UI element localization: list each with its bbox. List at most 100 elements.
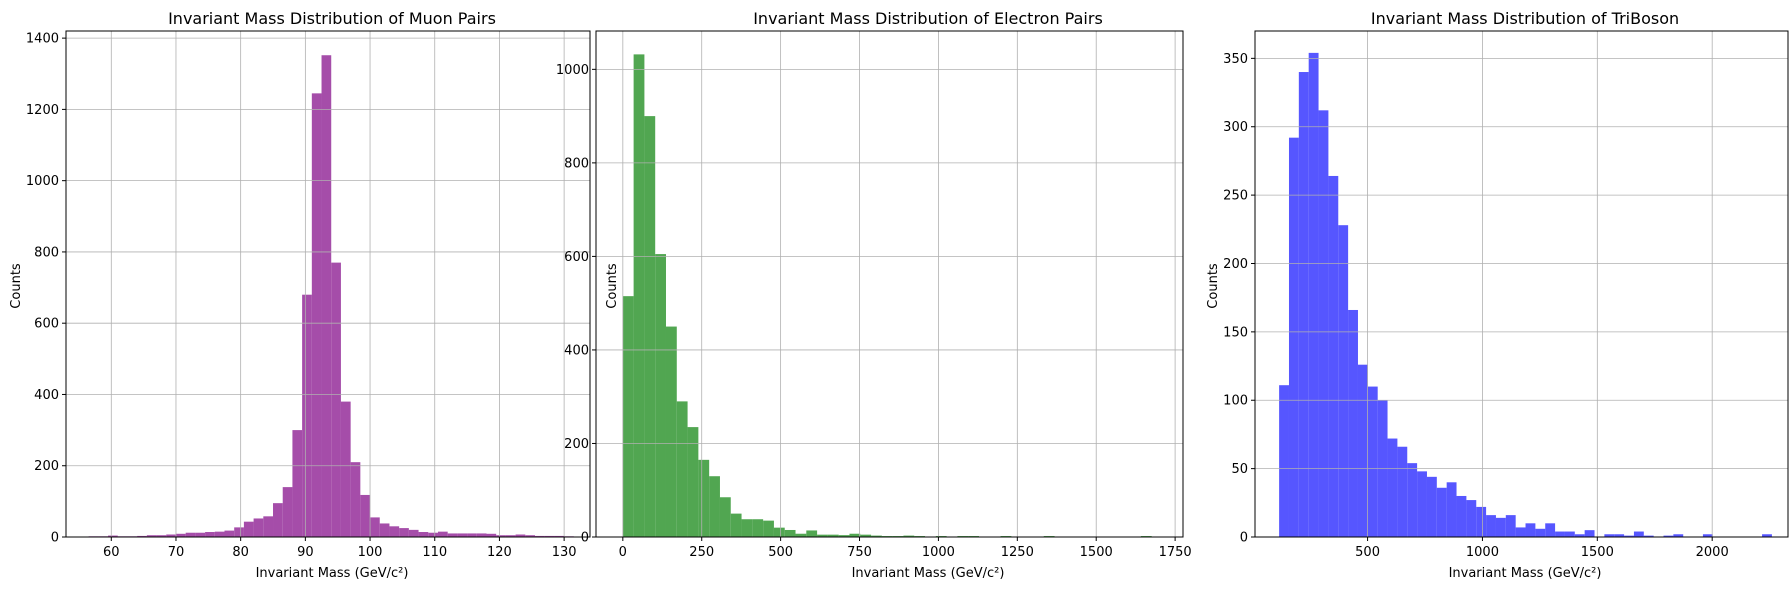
y-tick-label: 50 xyxy=(1231,462,1248,477)
histogram-bar xyxy=(1456,495,1467,537)
y-tick-label: 200 xyxy=(34,459,59,474)
x-tick-label: 500 xyxy=(1355,545,1380,560)
y-tick-label: 250 xyxy=(1223,189,1248,204)
histogram-bar xyxy=(1702,534,1713,537)
histogram-bar xyxy=(838,535,850,537)
histogram-bar xyxy=(1555,531,1565,537)
histogram-bar xyxy=(644,116,656,538)
histogram-bar xyxy=(1643,535,1654,537)
y-tick-label: 100 xyxy=(1223,394,1248,409)
histogram-bar xyxy=(476,533,487,537)
bars xyxy=(88,55,574,538)
histogram-bar xyxy=(676,401,688,537)
histogram-bar xyxy=(185,532,196,537)
histogram-bar xyxy=(156,535,167,537)
histogram-bar xyxy=(282,487,293,537)
x-tick-label: 0 xyxy=(619,545,627,560)
histogram-bar xyxy=(1486,515,1496,537)
x-tick-label: 80 xyxy=(232,545,249,560)
x-tick-label: 2000 xyxy=(1696,545,1729,560)
y-tick-label: 800 xyxy=(564,156,589,171)
panel-electron-pairs: Invariant Mass Distribution of Electron … xyxy=(556,9,1192,581)
panel-triboson: Invariant Mass Distribution of TriBoson … xyxy=(1206,9,1789,581)
histogram-bar xyxy=(292,430,303,537)
x-ticks: 500 1000 1500 2000 xyxy=(1355,537,1729,560)
histogram-bar xyxy=(311,93,322,538)
axes-frame xyxy=(595,30,1184,538)
histogram-bar xyxy=(1417,471,1427,537)
histogram-bar xyxy=(108,535,118,537)
y-tick-label: 600 xyxy=(564,250,589,265)
histogram-bar xyxy=(428,532,438,537)
histogram-bar xyxy=(1328,175,1339,537)
histogram-bar xyxy=(817,534,828,537)
histogram-bar xyxy=(1495,517,1506,537)
histogram-bar xyxy=(1446,482,1457,537)
histogram-bar xyxy=(146,535,157,537)
x-tick-label: 1000 xyxy=(922,545,955,560)
histogram-bar xyxy=(535,535,545,537)
histogram-bar xyxy=(1338,225,1349,537)
histogram-bar xyxy=(350,462,361,537)
histogram-bar xyxy=(1545,523,1556,537)
histogram-bar xyxy=(457,533,468,537)
histogram-bar xyxy=(1348,309,1358,537)
histogram-bar xyxy=(554,535,565,537)
histogram-bar xyxy=(1762,534,1772,537)
panel-muon-pairs: Invariant Mass Distribution of Muon Pair… xyxy=(9,9,591,581)
histogram-bar xyxy=(903,535,915,537)
histogram-bar xyxy=(1387,438,1398,537)
histogram-bar xyxy=(1574,534,1585,537)
histogram-bar xyxy=(1633,531,1644,537)
histogram-bar xyxy=(687,427,699,537)
histogram-bar xyxy=(379,523,390,537)
histogram-bar xyxy=(1614,534,1625,537)
y-tick-label: 150 xyxy=(1223,325,1248,340)
histogram-bar xyxy=(214,531,225,537)
histogram-bar xyxy=(505,535,516,537)
axes-frame xyxy=(65,30,591,538)
histogram-bar xyxy=(389,526,400,537)
chart-title: Invariant Mass Distribution of Electron … xyxy=(753,9,1103,28)
histogram-bar xyxy=(871,535,882,537)
histogram-bar xyxy=(447,533,458,537)
histogram-bar xyxy=(1308,52,1319,537)
x-tick-label: 100 xyxy=(358,545,383,560)
y-ticks: 0 200 400 600 800 1000 1200 1400 xyxy=(26,32,66,546)
histogram-bar xyxy=(340,401,351,537)
y-tick-label: 200 xyxy=(1223,257,1248,272)
histogram-bar xyxy=(234,527,244,537)
histogram-bar xyxy=(175,533,186,537)
chart-title: Invariant Mass Distribution of Muon Pair… xyxy=(168,9,496,28)
histogram-bar xyxy=(370,517,380,537)
histogram-bar xyxy=(515,534,526,537)
histogram-bar xyxy=(719,497,731,537)
histogram-bar xyxy=(795,533,807,537)
histogram-bar xyxy=(709,476,720,537)
y-tick-label: 300 xyxy=(1223,120,1248,135)
x-tick-label: 250 xyxy=(689,545,714,560)
y-tick-label: 1400 xyxy=(26,32,59,47)
histogram-bar xyxy=(525,535,536,537)
histogram-bar xyxy=(655,254,666,537)
histogram-bar xyxy=(784,529,796,537)
histogram-bar xyxy=(253,518,264,537)
histogram-bar xyxy=(1466,500,1477,537)
y-axis-label: Counts xyxy=(1206,263,1221,309)
bars xyxy=(1279,52,1772,538)
histogram-bar xyxy=(1407,463,1418,537)
histogram-bar xyxy=(1357,364,1368,537)
x-tick-label: 500 xyxy=(768,545,793,560)
histogram-bar xyxy=(849,533,861,537)
histogram-bar xyxy=(773,527,785,537)
histogram-bar xyxy=(1564,531,1575,537)
x-tick-label: 110 xyxy=(422,545,447,560)
histogram-bar xyxy=(1318,110,1329,537)
x-tick-label: 120 xyxy=(487,545,512,560)
y-tick-label: 0 xyxy=(1240,531,1248,546)
histogram-bar xyxy=(730,513,742,537)
x-ticks: 0 250 500 750 1000 1250 1500 1750 xyxy=(619,537,1192,560)
x-tick-label: 60 xyxy=(103,545,120,560)
histogram-bar xyxy=(243,521,254,537)
histogram-bar xyxy=(166,534,176,537)
